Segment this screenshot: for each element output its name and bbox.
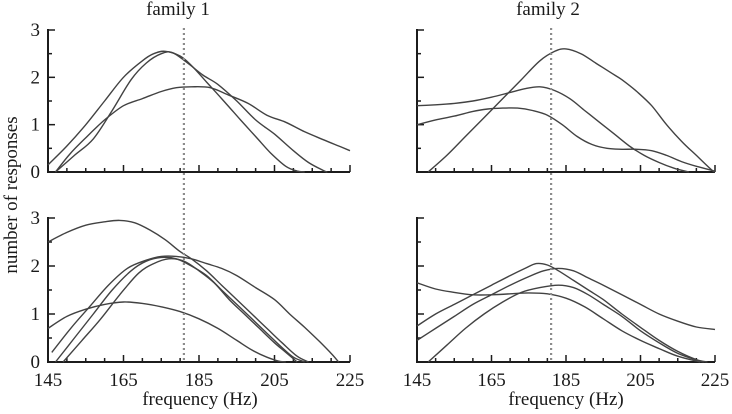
family2-bottom-curve-1 (416, 282, 701, 363)
family2-top-curve-2 (416, 86, 690, 173)
family1-bottom-curve-1 (47, 219, 309, 363)
family1-bottom-x-tick-label: 205 (260, 370, 289, 391)
family2-bottom-curve-3 (416, 267, 716, 341)
family1-top-curve-1 (47, 50, 305, 173)
family1-bottom-x-tick-label: 225 (336, 370, 365, 391)
y-axis-label: number of responses (1, 116, 22, 274)
family1-bottom-y-tick-label: 3 (31, 208, 41, 229)
family1-top-curve-2 (55, 51, 328, 173)
column-title-family-2: family 2 (516, 0, 580, 20)
family1-bottom-x-tick-label: 145 (34, 370, 63, 391)
family1-top-curve-3 (54, 86, 351, 173)
family2-top-curve-3 (416, 107, 716, 172)
family1-bottom-y-tick-label: 0 (31, 352, 41, 373)
family1-bottom-x-tick-label: 185 (185, 370, 214, 391)
family1-top-y-tick-label: 1 (31, 115, 41, 136)
family1-top-y-tick-label: 2 (31, 67, 41, 88)
x-axis-label-left: frequency (Hz) (142, 389, 258, 410)
family2-bottom-x-tick-label: 185 (552, 370, 581, 391)
family1-bottom-y-tick-label: 2 (31, 256, 41, 277)
x-axis-label-right: frequency (Hz) (508, 389, 624, 410)
family1-bottom-x-tick-label: 165 (109, 370, 138, 391)
family1-bottom-curve-5 (47, 301, 286, 363)
family1-bottom-curve-2 (51, 255, 340, 363)
family1-bottom-curve-3 (54, 256, 305, 363)
family2-bottom-curve-2 (416, 262, 708, 363)
family1-bottom-y-tick-label: 1 (31, 304, 41, 325)
family2-bottom-x-tick-label: 145 (403, 370, 432, 391)
family1-top-y-tick-label: 0 (31, 162, 41, 183)
family2-bottom-x-tick-label: 225 (701, 370, 730, 391)
family2-bottom-x-tick-label: 165 (477, 370, 506, 391)
family1-bottom-curve-4 (62, 258, 298, 363)
column-title-family-1: family 1 (146, 0, 210, 20)
family2-top-curve-1 (427, 48, 716, 173)
family2-bottom-curve-4 (427, 284, 704, 363)
family1-top-y-tick-label: 3 (31, 20, 41, 41)
family2-bottom-x-tick-label: 205 (626, 370, 655, 391)
